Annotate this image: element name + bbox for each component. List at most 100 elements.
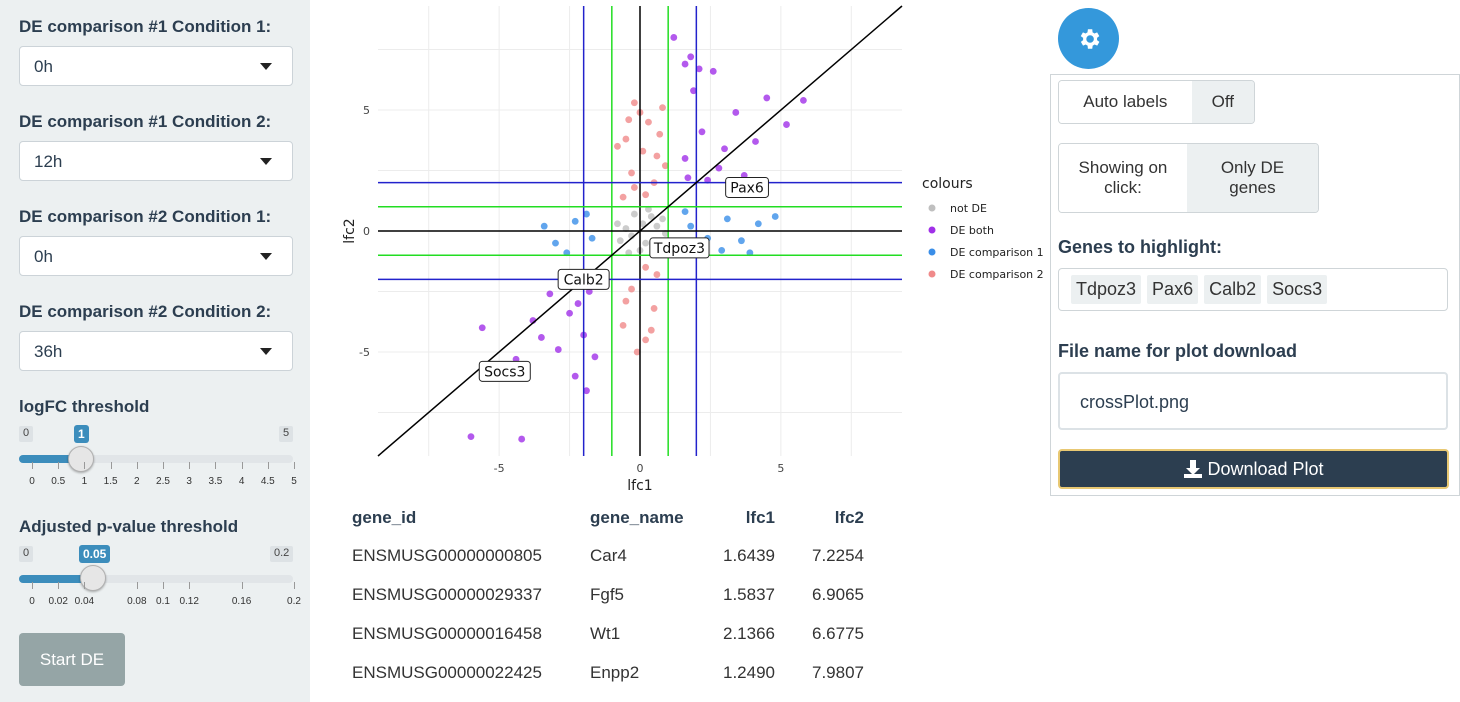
logfc-max: 5 bbox=[279, 426, 294, 442]
header-gene-id[interactable]: gene_id bbox=[352, 508, 417, 527]
logfc-slider-handle[interactable] bbox=[68, 446, 94, 472]
data-point bbox=[681, 60, 689, 68]
slider-tick-label: 0.5 bbox=[51, 476, 66, 487]
gene-label-box bbox=[478, 360, 531, 382]
gene-label-text: Pax6 bbox=[730, 180, 764, 196]
slider-tick-label: 0.16 bbox=[231, 596, 252, 607]
data-point bbox=[690, 87, 697, 95]
logfc-ticks: 0 0.5 1 1.5 2 2.5 3 3.5 4 4.5 5 bbox=[19, 462, 297, 502]
show-on-click-toggle[interactable]: Showing on click: Only DE genes bbox=[1058, 143, 1319, 213]
table-row[interactable]: ENSMUSG00000016458 Wt1 2.1366 6.6775 bbox=[350, 614, 880, 653]
data-point bbox=[659, 215, 666, 223]
y-tick-label: 0 bbox=[363, 225, 370, 238]
cross-plot[interactable]: -5 0 5 5 0 -5 lfc1 lfc2 Pax6 Tdpoz3 Calb2 Socs3 colo… bbox=[310, 0, 1050, 500]
header-lfc1[interactable]: lfc1 bbox=[745, 508, 775, 527]
settings-panel: Auto labels Off Showing on click: Only D… bbox=[1050, 74, 1460, 496]
logfc-slider-track[interactable] bbox=[19, 455, 293, 463]
auto-labels-toggle[interactable]: Auto labels Off bbox=[1058, 80, 1255, 124]
gene-label-box bbox=[725, 176, 769, 198]
table-row[interactable]: ENSMUSG00000029337 Fgf5 1.5837 6.9065 bbox=[350, 575, 880, 614]
chevron-down-icon bbox=[260, 63, 272, 70]
slider-tick-label: 1 bbox=[81, 476, 88, 487]
chevron-down-icon bbox=[260, 158, 272, 165]
slider-tick-mark bbox=[163, 582, 164, 589]
pval-slider-handle[interactable] bbox=[80, 565, 106, 591]
slider-tick-label: 0.02 bbox=[48, 596, 68, 607]
data-point bbox=[622, 297, 630, 305]
data-point bbox=[630, 184, 638, 191]
settings-button[interactable] bbox=[1058, 8, 1119, 69]
cell-lfc1: 1.2490 bbox=[723, 662, 775, 682]
cell-lfc2: 6.6775 bbox=[812, 623, 864, 643]
cell-gene-name: Wt1 bbox=[590, 623, 621, 643]
legend-swatch bbox=[928, 248, 936, 256]
scatter-plot-svg[interactable]: -5 0 5 5 0 -5 lfc1 lfc2 Pax6 Tdpoz3 Calb2 Socs3 colo… bbox=[310, 0, 1050, 500]
de1-cond2-label: DE comparison #1 Condition 2: bbox=[19, 112, 272, 131]
y-axis-title: lfc2 bbox=[342, 218, 358, 243]
gene-label-text: Socs3 bbox=[484, 364, 525, 380]
genes-highlight-input[interactable]: Tdpoz3 Pax6 Calb2 Socs3 bbox=[1058, 268, 1448, 311]
de2-cond2-select[interactable]: 36h bbox=[19, 331, 293, 371]
gene-tag[interactable]: Tdpoz3 bbox=[1071, 275, 1142, 304]
gene-tag[interactable]: Calb2 bbox=[1204, 275, 1262, 304]
legend-swatch bbox=[928, 270, 936, 278]
gene-label-text: Calb2 bbox=[564, 272, 604, 288]
data-point bbox=[537, 334, 545, 341]
data-point bbox=[571, 372, 579, 380]
slider-tick-mark bbox=[241, 462, 243, 469]
data-point bbox=[653, 152, 661, 160]
slider-tick-mark bbox=[110, 462, 112, 469]
data-point bbox=[625, 116, 633, 124]
data-point bbox=[684, 174, 692, 182]
data-point bbox=[738, 237, 745, 245]
legend-title: colours bbox=[922, 176, 973, 192]
start-de-button[interactable]: Start DE bbox=[19, 633, 125, 686]
cell-gene-name: Fgf5 bbox=[590, 584, 625, 604]
data-point bbox=[715, 164, 723, 172]
data-point bbox=[616, 237, 624, 245]
slider-tick-mark bbox=[163, 462, 164, 469]
slider-tick-label: 0.1 bbox=[156, 596, 170, 607]
genes-highlight-label: Genes to highlight: bbox=[1058, 237, 1222, 257]
de1-cond2-select[interactable]: 12h bbox=[19, 141, 293, 181]
de2-cond1-label: DE comparison #2 Condition 1: bbox=[19, 207, 272, 226]
data-point bbox=[642, 336, 650, 344]
de2-cond1-select[interactable]: 0h bbox=[19, 236, 293, 276]
table-row[interactable]: ENSMUSG00000022425 Enpp2 1.2490 7.9807 bbox=[350, 653, 880, 692]
cell-lfc2: 6.9065 bbox=[812, 584, 864, 604]
auto-labels-label: Auto labels bbox=[1059, 81, 1192, 123]
gene-tag[interactable]: Pax6 bbox=[1147, 275, 1199, 304]
data-point bbox=[614, 220, 621, 228]
slider-tick-mark bbox=[241, 582, 243, 589]
gene-tag[interactable]: Socs3 bbox=[1267, 275, 1328, 304]
data-point bbox=[583, 210, 590, 218]
table-header: gene_id gene_name lfc1 lfc2 bbox=[350, 500, 880, 536]
slider-tick-label: 4.5 bbox=[260, 476, 275, 487]
cell-lfc1: 1.6439 bbox=[723, 545, 775, 565]
header-lfc2[interactable]: lfc2 bbox=[834, 508, 864, 527]
show-on-click-label: Showing on click: bbox=[1059, 144, 1187, 212]
table-row[interactable]: ENSMUSG00000000805 Car4 1.6439 7.2254 bbox=[350, 536, 880, 575]
data-point bbox=[653, 271, 661, 278]
de2-cond1-value: 0h bbox=[34, 247, 53, 266]
auto-labels-state[interactable]: Off bbox=[1191, 81, 1254, 123]
data-point bbox=[752, 138, 759, 145]
x-tick-label: 0 bbox=[637, 462, 644, 475]
file-name-input[interactable]: crossPlot.png bbox=[1058, 372, 1448, 430]
slider-tick-mark bbox=[58, 582, 60, 589]
data-point bbox=[718, 246, 726, 254]
diagonal-line bbox=[377, 5, 903, 457]
download-plot-button[interactable]: Download Plot bbox=[1058, 449, 1449, 489]
show-on-click-state[interactable]: Only DE genes bbox=[1186, 144, 1318, 212]
cell-gene-id: ENSMUSG00000016458 bbox=[352, 623, 542, 643]
data-point bbox=[540, 222, 548, 230]
slider-tick-label: 0.2 bbox=[287, 596, 301, 607]
pval-slider-track[interactable] bbox=[19, 575, 293, 583]
data-point bbox=[546, 290, 554, 298]
de1-cond1-select[interactable]: 0h bbox=[19, 46, 293, 86]
data-point bbox=[656, 130, 664, 138]
header-gene-name[interactable]: gene_name bbox=[590, 508, 684, 527]
x-tick-label: 5 bbox=[777, 462, 784, 475]
y-tick-label: -5 bbox=[359, 346, 370, 359]
data-point bbox=[628, 285, 635, 293]
